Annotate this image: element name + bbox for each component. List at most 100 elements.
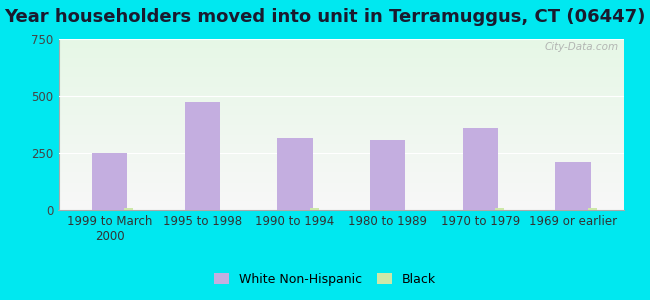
- Bar: [58, 170, 624, 171]
- Bar: [58, 100, 624, 101]
- Bar: [58, 118, 624, 119]
- Bar: [58, 40, 624, 41]
- Bar: [185, 102, 220, 210]
- Bar: [58, 50, 624, 51]
- Bar: [58, 162, 624, 163]
- Bar: [58, 95, 624, 96]
- Bar: [58, 83, 624, 84]
- Bar: [58, 186, 624, 187]
- Bar: [58, 152, 624, 153]
- Bar: [58, 181, 624, 182]
- Bar: [58, 120, 624, 121]
- Bar: [58, 116, 624, 117]
- Bar: [58, 100, 624, 101]
- Bar: [58, 159, 624, 160]
- Bar: [58, 82, 624, 83]
- Bar: [58, 45, 624, 46]
- Bar: [58, 196, 624, 197]
- Bar: [58, 74, 624, 75]
- Bar: [58, 112, 624, 113]
- Bar: [58, 207, 624, 208]
- Bar: [58, 127, 624, 128]
- Bar: [58, 148, 624, 149]
- Bar: [58, 150, 624, 151]
- Bar: [58, 64, 624, 65]
- Bar: [58, 62, 624, 63]
- Bar: [58, 92, 624, 93]
- Bar: [124, 208, 133, 210]
- Bar: [58, 80, 624, 81]
- Bar: [58, 104, 624, 105]
- Bar: [58, 54, 624, 55]
- Bar: [58, 199, 624, 200]
- Bar: [58, 59, 624, 60]
- Bar: [58, 158, 624, 159]
- Bar: [58, 90, 624, 91]
- Bar: [58, 41, 624, 42]
- Bar: [58, 208, 624, 209]
- Bar: [58, 65, 624, 66]
- Bar: [58, 60, 624, 61]
- Bar: [58, 57, 624, 58]
- Bar: [58, 205, 624, 206]
- Bar: [58, 128, 624, 129]
- Bar: [58, 146, 624, 147]
- Bar: [58, 105, 624, 106]
- Bar: [58, 155, 624, 156]
- Bar: [58, 39, 624, 40]
- Bar: [555, 162, 591, 210]
- Bar: [58, 115, 624, 116]
- Bar: [58, 168, 624, 169]
- Bar: [58, 96, 624, 97]
- Bar: [58, 185, 624, 186]
- Bar: [58, 110, 624, 111]
- Bar: [58, 166, 624, 167]
- Bar: [463, 128, 498, 210]
- Bar: [58, 87, 624, 88]
- Bar: [58, 89, 624, 90]
- Bar: [58, 114, 624, 115]
- Bar: [58, 188, 624, 189]
- Bar: [58, 202, 624, 203]
- Bar: [58, 164, 624, 165]
- Bar: [58, 195, 624, 196]
- Bar: [58, 94, 624, 95]
- Bar: [58, 55, 624, 56]
- Bar: [58, 122, 624, 123]
- Legend: White Non-Hispanic, Black: White Non-Hispanic, Black: [209, 268, 441, 291]
- Bar: [58, 99, 624, 100]
- Bar: [58, 67, 624, 68]
- Bar: [58, 176, 624, 177]
- Bar: [58, 58, 624, 59]
- Bar: [58, 137, 624, 138]
- Bar: [58, 91, 624, 92]
- Bar: [58, 194, 624, 195]
- Bar: [58, 197, 624, 198]
- Bar: [58, 173, 624, 174]
- Bar: [58, 85, 624, 86]
- Bar: [58, 88, 624, 89]
- Bar: [58, 144, 624, 145]
- Bar: [58, 154, 624, 155]
- Bar: [58, 71, 624, 72]
- Bar: [58, 201, 624, 202]
- Bar: [58, 119, 624, 120]
- Bar: [58, 81, 624, 82]
- Bar: [370, 140, 405, 210]
- Bar: [58, 160, 624, 161]
- Bar: [58, 109, 624, 110]
- Bar: [58, 163, 624, 164]
- Bar: [58, 135, 624, 136]
- Bar: [58, 51, 624, 52]
- Bar: [58, 161, 624, 162]
- Bar: [58, 151, 624, 152]
- Bar: [58, 56, 624, 57]
- Bar: [58, 140, 624, 141]
- Bar: [58, 138, 624, 139]
- Bar: [58, 107, 624, 108]
- Bar: [58, 204, 624, 205]
- Bar: [58, 101, 624, 102]
- Bar: [58, 108, 624, 109]
- Bar: [58, 139, 624, 140]
- Bar: [58, 142, 624, 143]
